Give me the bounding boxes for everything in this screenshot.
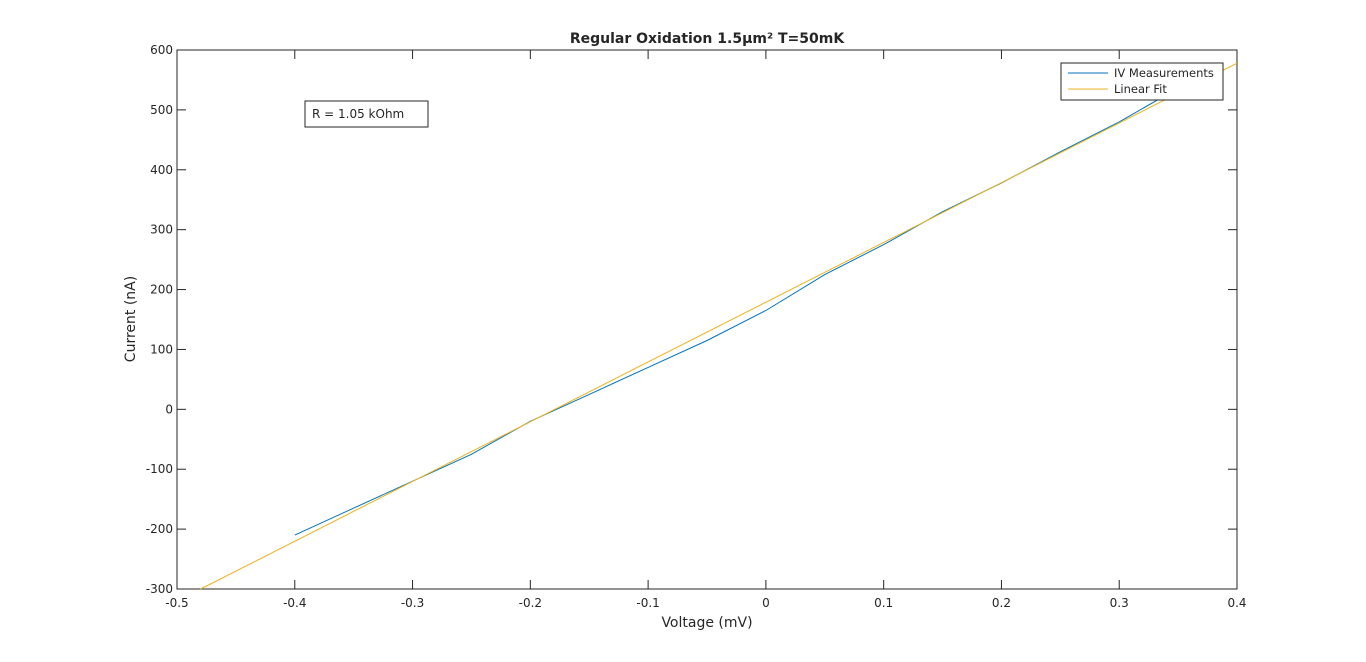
- y-tick-label: -300: [146, 582, 173, 596]
- annotation-text: R = 1.05 kOhm: [312, 107, 404, 121]
- y-tick-label: 300: [150, 223, 173, 237]
- x-tick-label: 0: [762, 596, 770, 610]
- y-tick-label: 100: [150, 342, 173, 356]
- x-tick-label: 0.4: [1227, 596, 1246, 610]
- x-tick-label: 0.3: [1110, 596, 1129, 610]
- x-tick-label: -0.5: [165, 596, 188, 610]
- x-tick-label: 0.1: [874, 596, 893, 610]
- x-tick-label: -0.3: [401, 596, 424, 610]
- y-tick-label: 400: [150, 163, 173, 177]
- series-line-linear-fit: [200, 62, 1238, 590]
- x-axis-label: Voltage (mV): [661, 615, 752, 631]
- legend: IV Measurements Linear Fit: [1060, 62, 1224, 101]
- legend-label-fit: Linear Fit: [1114, 82, 1167, 96]
- y-tick-label: 500: [150, 103, 173, 117]
- y-tick-label: -100: [146, 462, 173, 476]
- y-tick-label: 600: [150, 43, 173, 57]
- y-axis-label: Current (nA): [123, 276, 139, 362]
- y-tick-label: 200: [150, 283, 173, 297]
- x-tick-label: -0.2: [519, 596, 542, 610]
- annotation-box: R = 1.05 kOhm: [304, 100, 429, 128]
- x-tick-label: 0.2: [992, 596, 1011, 610]
- y-tick-label: -200: [146, 522, 173, 536]
- legend-label-iv: IV Measurements: [1114, 66, 1214, 80]
- chart-title: Regular Oxidation 1.5µm² T=50mK: [570, 31, 845, 47]
- x-tick-label: -0.4: [283, 596, 306, 610]
- axes-box: [176, 49, 1238, 590]
- y-tick-label: 0: [165, 402, 173, 416]
- x-tick-label: -0.1: [636, 596, 659, 610]
